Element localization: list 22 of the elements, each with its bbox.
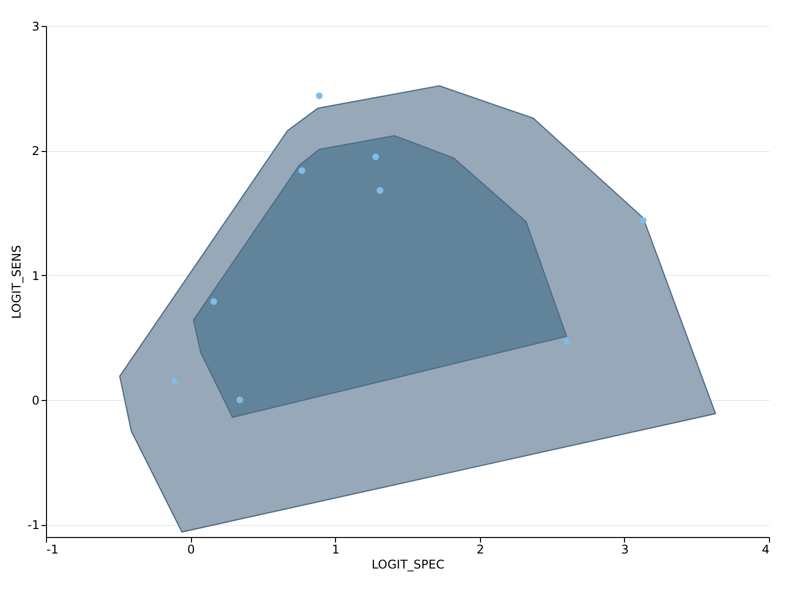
y-tick-label: 0 (32, 393, 40, 408)
y-tick-label: 3 (32, 20, 40, 34)
point (316, 92, 323, 100)
point (236, 396, 244, 404)
point (372, 154, 380, 160)
point (376, 187, 384, 194)
x-tick-label: 0 (187, 542, 195, 556)
point (210, 298, 218, 305)
point (640, 217, 647, 224)
x-tick-label: -1 (46, 542, 58, 556)
y-axis-title: LOGIT_SENS (10, 245, 24, 319)
x-tick-label: 4 (762, 542, 770, 556)
point (298, 167, 306, 174)
x-tick-label: 1 (332, 542, 340, 556)
point (563, 338, 570, 345)
y-tick-label: 1 (32, 268, 40, 283)
y-tick-label: -1 (28, 518, 40, 532)
point (171, 378, 178, 385)
y-tick-label: 2 (32, 144, 40, 158)
x-tick-label: 2 (476, 542, 484, 556)
x-axis-title: LOGIT_SPEC (372, 558, 444, 572)
x-tick-label: 3 (621, 542, 629, 556)
